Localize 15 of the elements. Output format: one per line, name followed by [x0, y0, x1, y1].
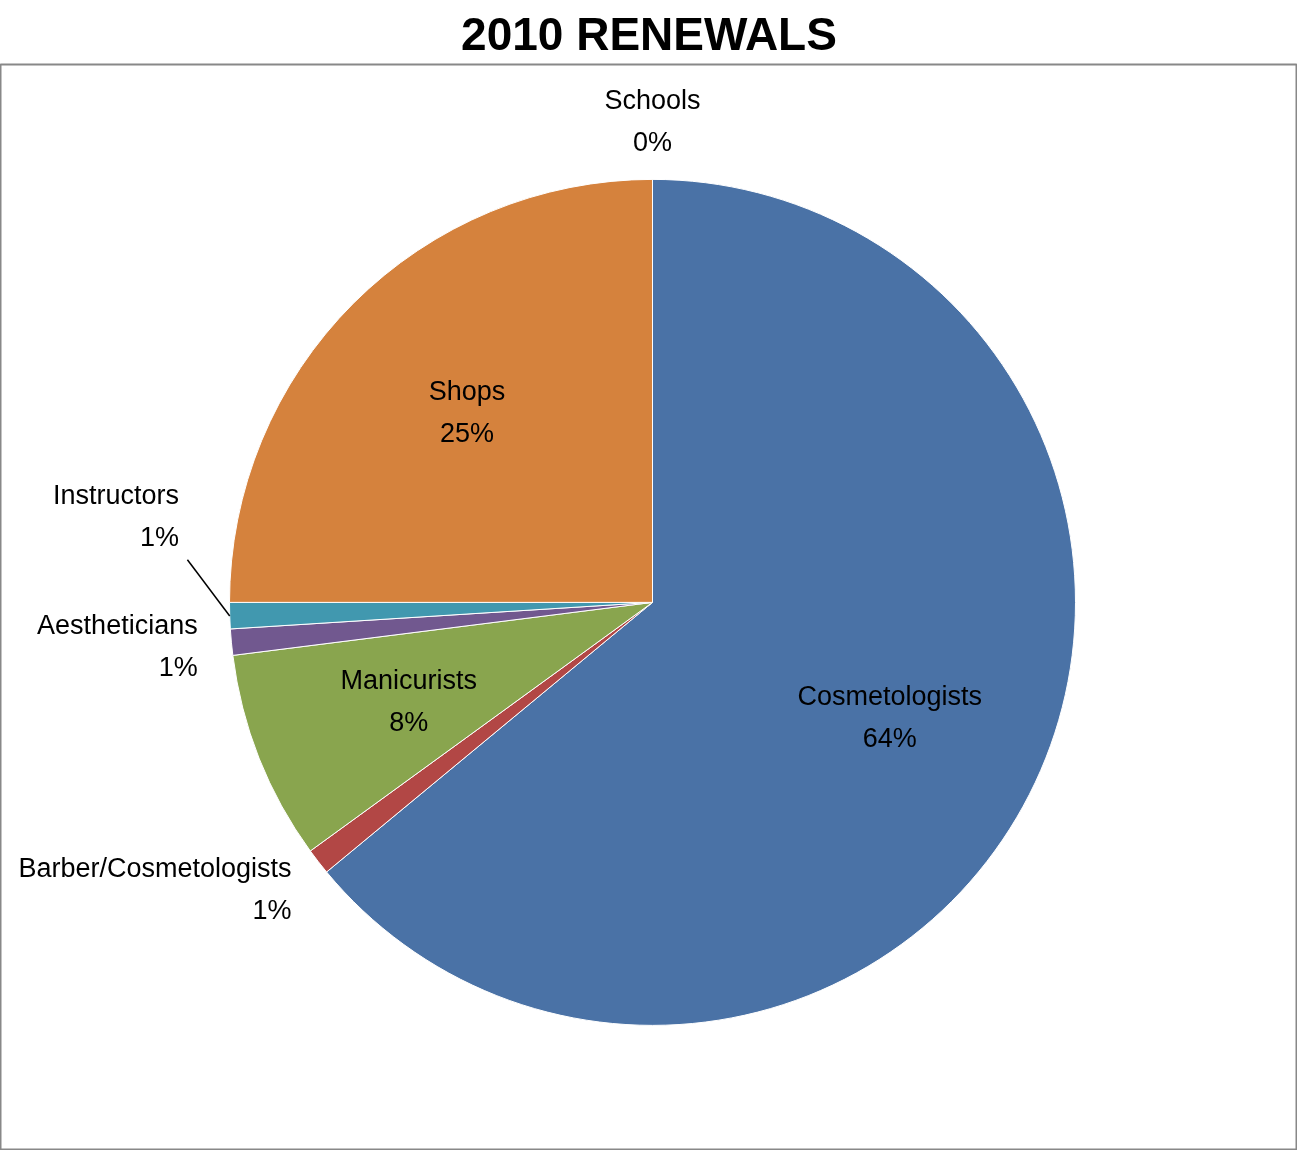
category-label: Schools — [604, 85, 701, 116]
text: 0% — [632, 127, 673, 158]
slice-label: Barber/Cosmetologists — [18, 853, 292, 884]
slice-label: Manicurists — [340, 665, 477, 696]
data-label: 8% — [389, 707, 429, 738]
slice-label: Aestheticians — [37, 610, 198, 641]
data-label: 1% — [158, 652, 198, 683]
data-label: 25% — [440, 418, 495, 449]
slice-label: Instructors — [52, 480, 179, 511]
chart-title: 2010 RENEWALS — [461, 7, 837, 60]
slice-label: Shops — [428, 376, 506, 407]
slice-label: Cosmetologists — [797, 680, 983, 711]
data-label: 1% — [252, 895, 292, 926]
data-label: 64% — [862, 722, 917, 753]
data-label: 1% — [139, 522, 179, 553]
